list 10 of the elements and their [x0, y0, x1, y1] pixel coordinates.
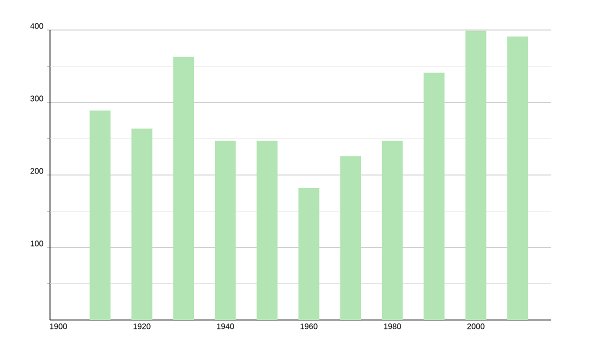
x-tick-label: 1980	[384, 324, 401, 330]
x-tick-label: 1900	[50, 324, 67, 330]
x-tick-label: 1960	[300, 324, 318, 330]
x-tick-label: 1940	[217, 324, 234, 330]
x-tick-label: 1920	[134, 324, 150, 330]
x-tick-label: 2000	[467, 324, 484, 330]
y-tick-label: 200	[30, 168, 44, 174]
y-tick-label: 100	[30, 240, 44, 246]
y-tick-label: 400	[30, 23, 44, 29]
y-tick-label: 300	[30, 96, 44, 102]
